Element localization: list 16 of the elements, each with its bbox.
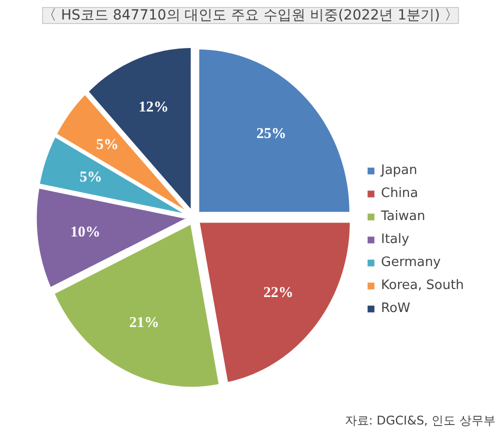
data-label: 5% xyxy=(96,136,119,153)
legend-label: Taiwan xyxy=(381,209,426,224)
data-label: 10% xyxy=(70,224,100,240)
legend-label: Italy xyxy=(381,232,410,247)
legend-label: Korea, South xyxy=(381,278,464,293)
text: 자료: DGCI&S, 인도 상무부 xyxy=(344,414,496,428)
legend-label: Germany xyxy=(381,255,441,270)
data-label: 21% xyxy=(129,314,160,331)
data-label: 12% xyxy=(138,99,169,116)
legend-label: China xyxy=(381,186,418,201)
data-label: 25% xyxy=(256,126,286,142)
data-label: 5% xyxy=(80,169,102,186)
legend-label: RoW xyxy=(381,301,410,316)
data-label: 22% xyxy=(263,284,294,301)
legend-label: Japan xyxy=(381,163,418,178)
chart-title: 〈 HS코드 847710의 대인도 주요 수입원 비중(2022년 1분기) 〉 xyxy=(42,8,458,24)
